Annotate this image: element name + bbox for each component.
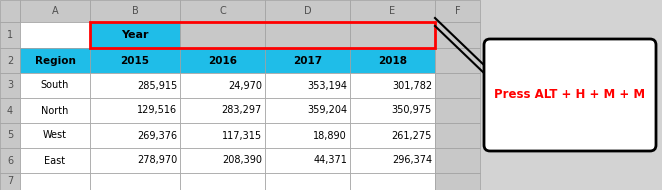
Text: West: West (43, 131, 67, 140)
Text: North: North (41, 105, 69, 116)
Bar (435, 173, 480, 190)
Text: C: C (219, 6, 226, 16)
Text: 301,782: 301,782 (392, 81, 432, 90)
Bar (435, 148, 480, 173)
Bar (90, 22, 435, 48)
Bar (90, 98, 180, 123)
Text: 261,275: 261,275 (392, 131, 432, 140)
Bar (20, 48, 90, 73)
Bar (180, 98, 265, 123)
Bar (20, 98, 90, 123)
Bar (90, 173, 180, 190)
Bar (90, 73, 180, 98)
Bar (20, 148, 90, 173)
Bar (350, 22, 435, 48)
Bar (435, 73, 480, 98)
Text: 283,297: 283,297 (222, 105, 262, 116)
Bar (435, 98, 480, 123)
Text: 44,371: 44,371 (313, 155, 347, 165)
Bar (265, 48, 350, 73)
Bar (20, 123, 90, 148)
Text: 359,204: 359,204 (307, 105, 347, 116)
Bar (265, 73, 350, 98)
Text: 24,970: 24,970 (228, 81, 262, 90)
Bar (90, 48, 180, 73)
Text: Press ALT + H + M + M: Press ALT + H + M + M (495, 89, 645, 101)
Bar (435, 123, 480, 148)
FancyBboxPatch shape (484, 39, 656, 151)
Text: 5: 5 (7, 131, 13, 140)
Text: 1: 1 (7, 30, 13, 40)
Text: 2: 2 (7, 55, 13, 66)
Bar (180, 22, 265, 48)
Text: 2015: 2015 (120, 55, 150, 66)
Bar (350, 123, 435, 148)
Bar (265, 98, 350, 123)
Text: 129,516: 129,516 (137, 105, 177, 116)
Text: 3: 3 (7, 81, 13, 90)
Bar (265, 173, 350, 190)
Bar (350, 73, 435, 98)
Bar (20, 0, 90, 22)
Text: 296,374: 296,374 (392, 155, 432, 165)
Bar (435, 22, 480, 48)
Bar (265, 22, 350, 48)
Text: 7: 7 (7, 177, 13, 187)
Text: 4: 4 (7, 105, 13, 116)
Bar (0, 48, 20, 73)
Bar (350, 98, 435, 123)
Bar (0, 173, 20, 190)
Bar (180, 73, 265, 98)
Bar (435, 0, 480, 22)
Bar (350, 0, 435, 22)
Text: D: D (304, 6, 311, 16)
Text: 285,915: 285,915 (137, 81, 177, 90)
Text: Year: Year (121, 30, 149, 40)
Bar (20, 73, 90, 98)
Text: Region: Region (34, 55, 75, 66)
Text: 350,975: 350,975 (392, 105, 432, 116)
Bar (0, 98, 20, 123)
Bar (435, 48, 480, 73)
Text: 18,890: 18,890 (313, 131, 347, 140)
Bar (180, 123, 265, 148)
Bar (180, 0, 265, 22)
Bar (265, 0, 350, 22)
Bar (90, 123, 180, 148)
Text: F: F (455, 6, 460, 16)
Bar (0, 123, 20, 148)
Text: 117,315: 117,315 (222, 131, 262, 140)
Text: 353,194: 353,194 (307, 81, 347, 90)
Text: A: A (52, 6, 58, 16)
Text: 2016: 2016 (208, 55, 237, 66)
Bar (0, 148, 20, 173)
Bar (350, 148, 435, 173)
Bar (350, 48, 435, 73)
Bar (0, 73, 20, 98)
Text: 2017: 2017 (293, 55, 322, 66)
Text: B: B (132, 6, 138, 16)
Bar (180, 48, 265, 73)
Bar (0, 0, 20, 22)
Text: East: East (44, 155, 66, 165)
Text: 208,390: 208,390 (222, 155, 262, 165)
Bar (90, 22, 180, 48)
Text: E: E (389, 6, 396, 16)
Bar (265, 148, 350, 173)
Text: 269,376: 269,376 (137, 131, 177, 140)
Bar (20, 22, 90, 48)
Bar (0, 22, 20, 48)
Text: 2018: 2018 (378, 55, 407, 66)
Text: 6: 6 (7, 155, 13, 165)
Text: 278,970: 278,970 (137, 155, 177, 165)
Bar (265, 123, 350, 148)
Bar (180, 173, 265, 190)
Text: South: South (41, 81, 70, 90)
Bar (90, 0, 180, 22)
Bar (90, 148, 180, 173)
Bar (180, 148, 265, 173)
Bar (350, 173, 435, 190)
Bar (20, 173, 90, 190)
